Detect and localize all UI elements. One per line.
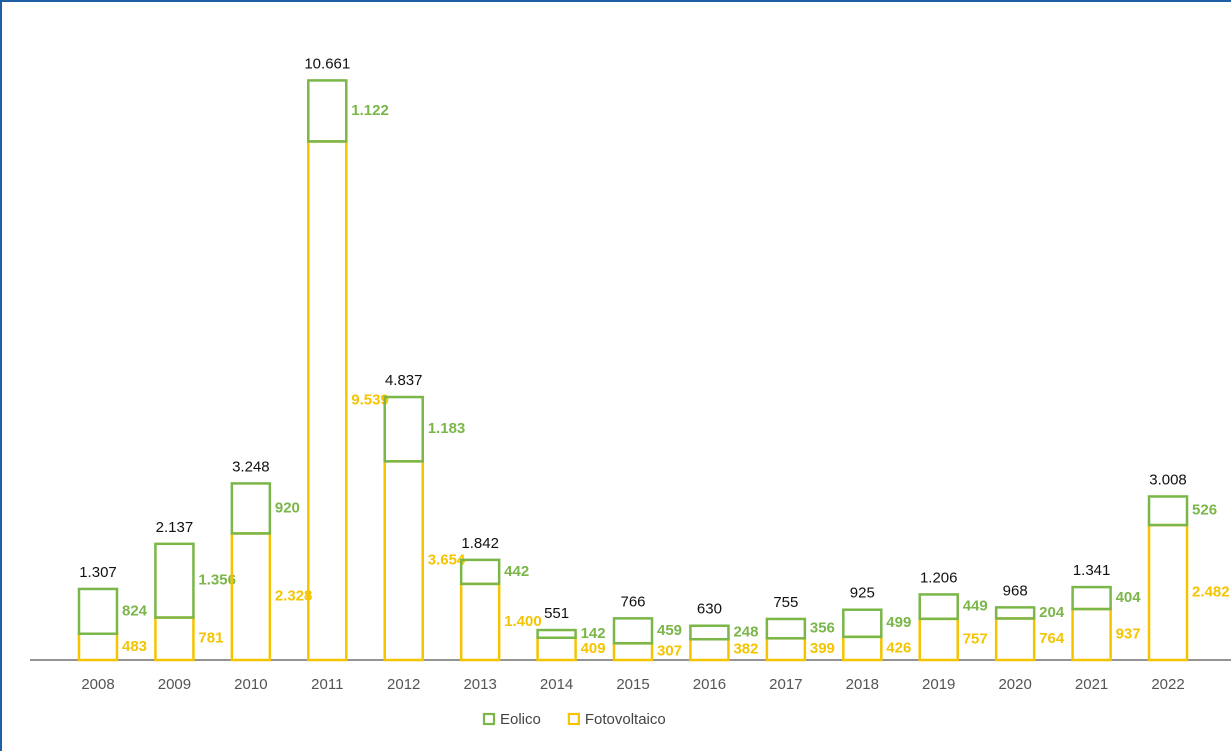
bar-segment — [1071, 607, 1112, 662]
bar-segment — [842, 635, 883, 662]
x-tick-label: 2020 — [998, 676, 1031, 693]
bar-segment — [765, 637, 807, 662]
x-tick-label: 2012 — [387, 676, 420, 693]
bar-segment — [77, 632, 119, 662]
legend-swatch — [482, 712, 496, 726]
x-tick-label: 2021 — [1075, 676, 1108, 693]
value-label: 399 — [810, 640, 835, 657]
legend-label: Eolico — [500, 711, 541, 728]
bar-segment — [154, 616, 195, 662]
legend-swatch — [567, 712, 580, 726]
bar-segment — [612, 642, 654, 662]
bar-segment — [994, 617, 1036, 662]
value-label: 824 — [122, 602, 148, 619]
legend-label: Fotovoltaico — [585, 711, 666, 728]
bar-segment — [765, 617, 807, 640]
x-tick-label: 2022 — [1151, 676, 1184, 693]
total-label: 1.307 — [79, 564, 117, 581]
value-label: 757 — [963, 630, 988, 647]
bar-segment — [307, 79, 348, 143]
total-label: 3.248 — [232, 458, 270, 475]
total-label: 630 — [697, 601, 722, 618]
value-label: 9.539 — [351, 392, 389, 409]
bar-segment — [689, 637, 730, 662]
bar-segment — [918, 593, 959, 621]
bar-segment — [842, 608, 883, 639]
value-label: 3.654 — [428, 552, 466, 569]
total-label: 10.661 — [304, 55, 350, 72]
value-label: 781 — [198, 630, 223, 647]
value-label: 1.400 — [504, 613, 542, 630]
total-label: 766 — [620, 593, 645, 610]
value-label: 526 — [1192, 502, 1217, 519]
bar-segment — [689, 624, 730, 641]
bar-segment — [918, 617, 959, 662]
value-label: 248 — [733, 623, 758, 640]
value-label: 1.122 — [351, 102, 389, 119]
value-label: 382 — [733, 641, 758, 658]
value-label: 2.328 — [275, 588, 313, 605]
x-tick-label: 2015 — [616, 676, 649, 693]
bar-segment — [994, 606, 1036, 620]
bar-segment — [459, 582, 501, 662]
x-tick-label: 2017 — [769, 676, 802, 693]
bar-segment — [1071, 585, 1112, 611]
total-label: 3.008 — [1149, 471, 1187, 488]
bar-segment — [1147, 495, 1189, 527]
value-label: 442 — [504, 563, 529, 580]
x-tick-label: 2019 — [922, 676, 955, 693]
bar-segment — [1147, 523, 1189, 662]
value-label: 459 — [657, 622, 682, 639]
total-label: 968 — [1003, 582, 1028, 599]
x-tick-label: 2018 — [846, 676, 879, 693]
x-tick-label: 2009 — [158, 676, 191, 693]
bar-segment — [383, 395, 424, 463]
bar-segment — [230, 532, 272, 662]
x-tick-label: 2016 — [693, 676, 726, 693]
value-label: 1.356 — [198, 572, 236, 589]
x-tick-label: 2010 — [234, 676, 267, 693]
value-label: 449 — [963, 598, 988, 615]
value-label: 409 — [581, 640, 606, 657]
value-label: 204 — [1039, 604, 1065, 621]
bar-segment — [77, 587, 119, 635]
value-label: 1.183 — [428, 420, 466, 437]
bar-segment — [154, 542, 195, 619]
bar-segment — [383, 460, 424, 662]
total-label: 1.341 — [1073, 562, 1111, 579]
total-label: 925 — [850, 585, 875, 602]
x-tick-label: 2011 — [311, 676, 343, 693]
total-label: 1.206 — [920, 569, 958, 586]
value-label: 483 — [122, 638, 147, 655]
x-tick-label: 2014 — [540, 676, 573, 693]
total-label: 755 — [773, 594, 798, 611]
bar-segment — [230, 482, 272, 535]
value-label: 404 — [1116, 589, 1142, 606]
bar-segment — [459, 558, 501, 586]
total-label: 4.837 — [385, 372, 423, 389]
bar-segment — [536, 636, 577, 662]
bar-segment — [307, 140, 348, 662]
total-label: 1.842 — [461, 535, 499, 552]
bar-segment — [612, 617, 654, 645]
value-label: 142 — [581, 625, 606, 642]
value-label: 2.482 — [1192, 584, 1230, 601]
value-label: 920 — [275, 499, 300, 516]
bar-segment — [536, 628, 577, 640]
total-label: 2.137 — [156, 519, 194, 536]
x-tick-label: 2013 — [463, 676, 496, 693]
total-label: 551 — [544, 605, 569, 622]
value-label: 499 — [886, 614, 911, 631]
value-label: 426 — [886, 639, 911, 656]
value-label: 356 — [810, 620, 835, 637]
x-tick-label: 2008 — [81, 676, 114, 693]
value-label: 307 — [657, 643, 682, 660]
value-label: 937 — [1116, 625, 1141, 642]
value-label: 764 — [1039, 630, 1065, 647]
